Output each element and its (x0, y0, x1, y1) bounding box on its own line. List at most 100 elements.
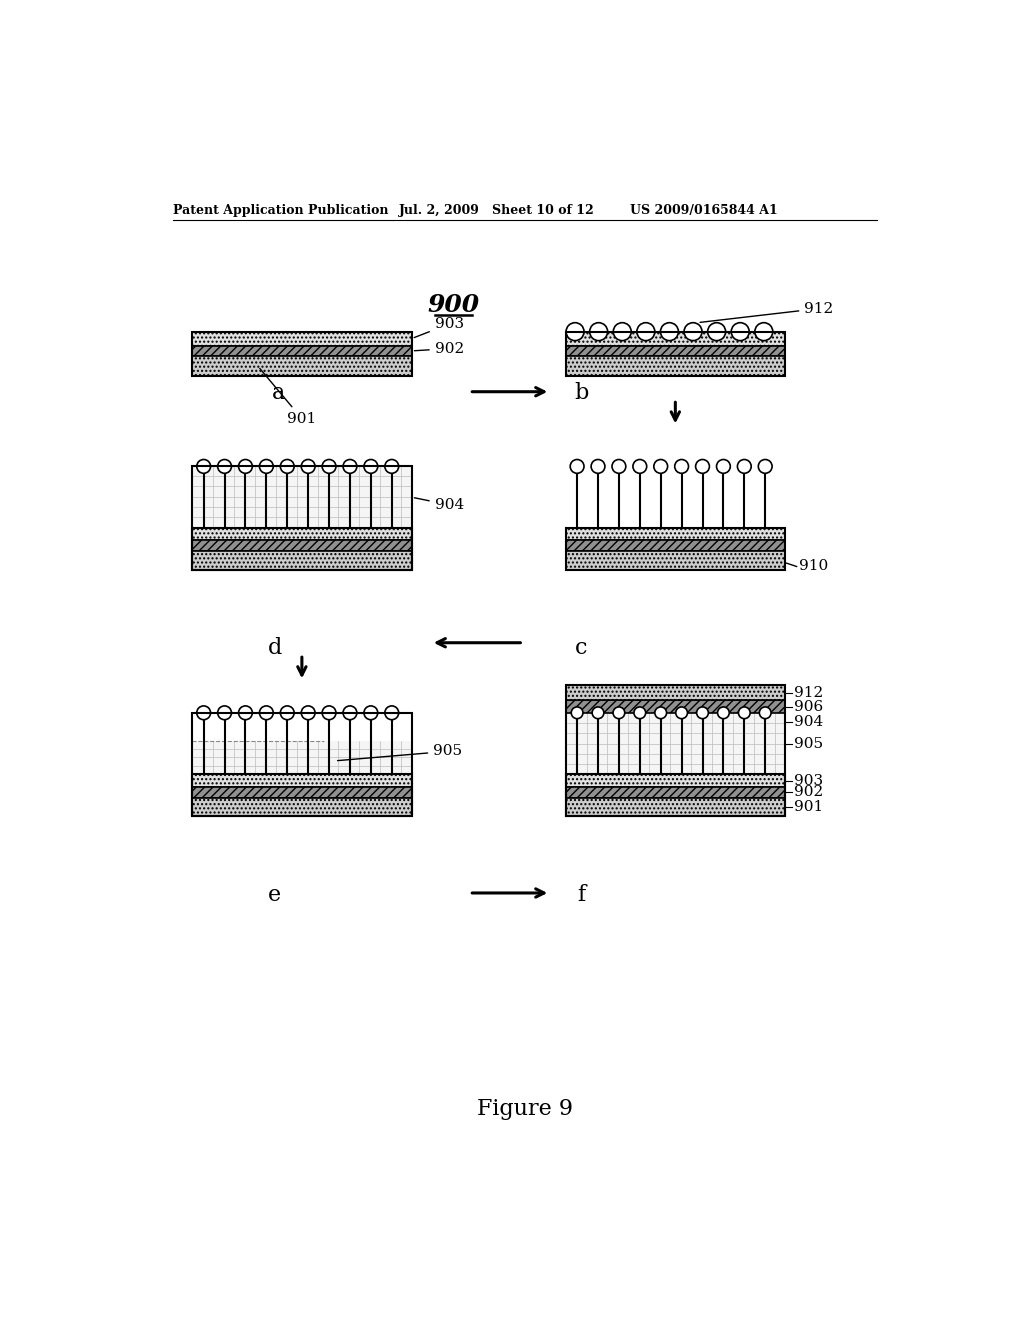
Text: 905: 905 (338, 744, 462, 760)
Circle shape (634, 708, 646, 718)
Text: 900: 900 (428, 293, 480, 317)
Circle shape (281, 706, 294, 719)
Circle shape (571, 708, 583, 718)
Bar (565, 528, 785, 540)
Circle shape (385, 459, 398, 474)
Circle shape (343, 706, 356, 719)
Bar (565, 713, 785, 775)
Circle shape (737, 459, 752, 474)
Bar (193, 466, 412, 570)
Circle shape (239, 459, 252, 474)
Text: 912: 912 (795, 686, 823, 700)
Circle shape (655, 708, 667, 718)
Circle shape (675, 459, 688, 474)
Text: 906: 906 (795, 700, 823, 714)
Text: US 2009/0165844 A1: US 2009/0165844 A1 (630, 205, 777, 218)
Bar (193, 787, 412, 797)
Circle shape (301, 706, 315, 719)
Text: 903: 903 (414, 317, 464, 338)
Circle shape (633, 459, 647, 474)
Bar (565, 787, 785, 797)
Bar (565, 797, 785, 816)
Text: a: a (272, 383, 286, 404)
Circle shape (301, 459, 315, 474)
Bar (193, 540, 412, 552)
Bar (565, 685, 785, 701)
Circle shape (660, 322, 679, 341)
Text: Jul. 2, 2009   Sheet 10 of 12: Jul. 2, 2009 Sheet 10 of 12 (398, 205, 594, 218)
Circle shape (592, 708, 604, 718)
Circle shape (612, 459, 626, 474)
Text: 901: 901 (260, 368, 316, 425)
Text: 902: 902 (415, 342, 464, 355)
Bar (565, 685, 785, 816)
Text: c: c (574, 638, 587, 659)
Circle shape (590, 322, 607, 341)
Text: 904: 904 (415, 498, 464, 512)
Circle shape (385, 706, 398, 719)
Bar (565, 775, 785, 816)
Circle shape (218, 459, 231, 474)
Circle shape (570, 459, 584, 474)
Text: Figure 9: Figure 9 (477, 1098, 572, 1121)
Circle shape (364, 459, 378, 474)
Bar (193, 528, 412, 570)
Text: f: f (577, 883, 585, 906)
Text: 904: 904 (795, 715, 823, 729)
Bar (193, 552, 412, 570)
Bar (193, 775, 412, 787)
Circle shape (197, 459, 211, 474)
Text: 901: 901 (795, 800, 823, 813)
Circle shape (760, 708, 771, 718)
Bar (193, 331, 412, 346)
Circle shape (343, 459, 356, 474)
Bar (193, 797, 412, 816)
Text: 912: 912 (700, 301, 834, 322)
Circle shape (717, 459, 730, 474)
Circle shape (755, 322, 773, 341)
Circle shape (281, 459, 294, 474)
Bar (193, 741, 412, 775)
Circle shape (695, 459, 710, 474)
Text: b: b (573, 383, 588, 404)
Text: e: e (268, 883, 282, 906)
Circle shape (239, 706, 252, 719)
Circle shape (218, 706, 231, 719)
Bar (565, 701, 785, 713)
Circle shape (684, 322, 702, 341)
Circle shape (197, 706, 211, 719)
Bar (565, 540, 785, 552)
Bar (193, 346, 412, 356)
Circle shape (566, 322, 584, 341)
Bar (193, 356, 412, 376)
Bar (565, 528, 785, 570)
Circle shape (708, 322, 726, 341)
Bar (565, 775, 785, 787)
Circle shape (759, 459, 772, 474)
Circle shape (259, 459, 273, 474)
Bar (193, 713, 412, 816)
Bar (193, 775, 412, 816)
Circle shape (259, 706, 273, 719)
Circle shape (364, 706, 378, 719)
Circle shape (731, 322, 750, 341)
Text: 910: 910 (799, 560, 828, 573)
Circle shape (738, 708, 751, 718)
Text: 902: 902 (795, 785, 823, 799)
Bar (565, 331, 785, 346)
Circle shape (323, 459, 336, 474)
Circle shape (676, 708, 687, 718)
Circle shape (323, 706, 336, 719)
Bar (565, 552, 785, 570)
Bar (565, 346, 785, 356)
Circle shape (696, 708, 709, 718)
Bar (565, 356, 785, 376)
Text: 905: 905 (795, 737, 823, 751)
Bar (193, 528, 412, 540)
Circle shape (613, 322, 631, 341)
Text: Patent Application Publication: Patent Application Publication (173, 205, 388, 218)
Text: d: d (267, 638, 283, 659)
Text: 903: 903 (795, 774, 823, 788)
Circle shape (637, 322, 654, 341)
Circle shape (613, 708, 625, 718)
